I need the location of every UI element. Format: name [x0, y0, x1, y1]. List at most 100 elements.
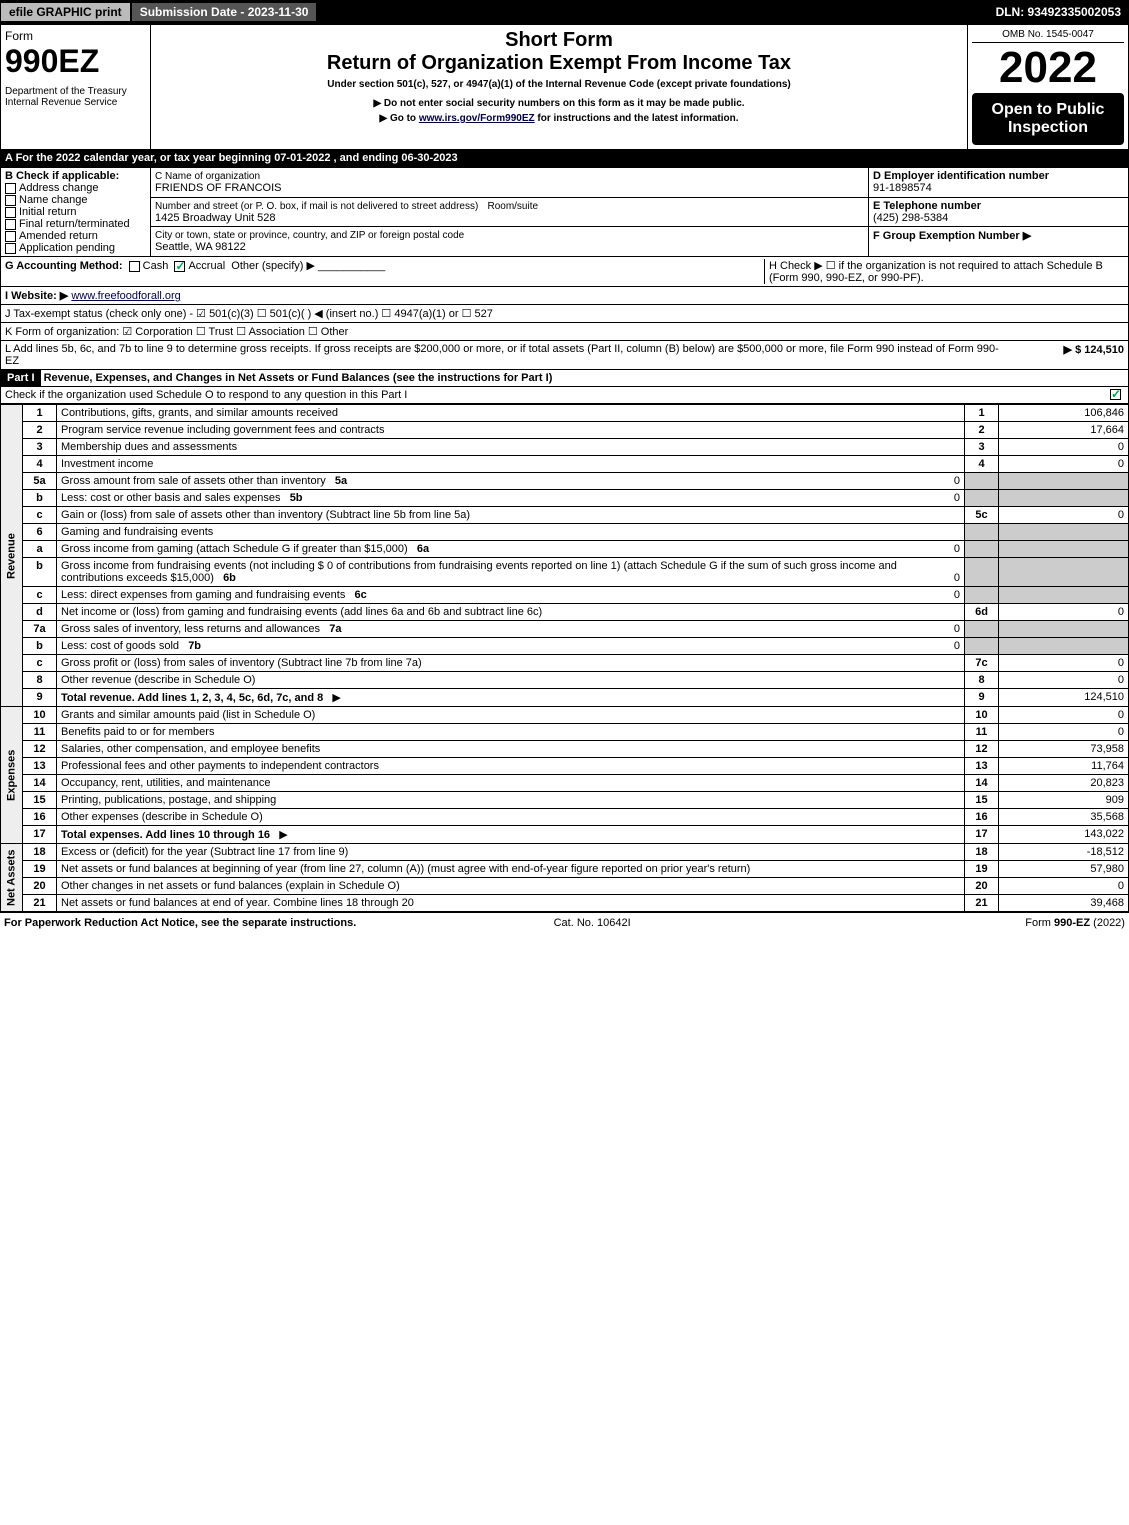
line-17: Total expenses. Add lines 10 through 16	[61, 829, 270, 841]
sub-5a: 0	[954, 475, 960, 487]
line-5a: Gross amount from sale of assets other t…	[61, 475, 326, 487]
amt-13: 11,764	[999, 758, 1129, 775]
amt-6d: 0	[999, 604, 1129, 621]
subtitle-1: Under section 501(c), 527, or 4947(a)(1)…	[155, 79, 963, 90]
opt-cash: Cash	[143, 260, 169, 272]
website-link[interactable]: www.freefoodforall.org	[71, 290, 180, 302]
addr-label: Number and street (or P. O. box, if mail…	[155, 201, 478, 212]
g-label: G Accounting Method:	[5, 260, 123, 272]
efile-print-button[interactable]: efile GRAPHIC print	[0, 2, 131, 22]
part1-label: Part I	[1, 370, 41, 386]
chk-accrual[interactable]	[174, 261, 185, 272]
line-21: Net assets or fund balances at end of ye…	[57, 895, 965, 912]
line-19: Net assets or fund balances at beginning…	[57, 861, 965, 878]
omb: OMB No. 1545-0047	[972, 29, 1124, 43]
subtitle-3: ▶ Go to ▶ Go to www.irs.gov/Form990EZ fo…	[155, 113, 963, 124]
footer-left: For Paperwork Reduction Act Notice, see …	[4, 917, 356, 929]
line-5b: Less: cost or other basis and sales expe…	[61, 492, 281, 504]
chk-pending[interactable]	[5, 243, 16, 254]
chk-address[interactable]	[5, 183, 16, 194]
line-5c: Gain or (loss) from sale of assets other…	[57, 507, 965, 524]
part1-header: Part I Revenue, Expenses, and Changes in…	[0, 370, 1129, 387]
line-a: A For the 2022 calendar year, or tax yea…	[0, 150, 1129, 167]
line-10: Grants and similar amounts paid (list in…	[57, 707, 965, 724]
sub-6b: 0	[954, 572, 960, 584]
street: 1425 Broadway Unit 528	[155, 212, 275, 224]
part1-check-row: Check if the organization used Schedule …	[0, 387, 1129, 404]
opt-pending: Application pending	[19, 242, 115, 254]
amt-9: 124,510	[999, 689, 1129, 707]
b-label: B Check if applicable:	[5, 170, 119, 182]
line-16: Other expenses (describe in Schedule O)	[57, 809, 965, 826]
f-label: F Group Exemption Number ▶	[873, 230, 1031, 242]
opt-final: Final return/terminated	[19, 218, 130, 230]
amt-1: 106,846	[999, 405, 1129, 422]
amt-8: 0	[999, 672, 1129, 689]
amt-2: 17,664	[999, 422, 1129, 439]
c-name-label: C Name of organization	[155, 171, 260, 182]
line-7c: Gross profit or (loss) from sales of inv…	[57, 655, 965, 672]
l-amount: ▶ $ 124,510	[1004, 343, 1124, 367]
line-6a: Gross income from gaming (attach Schedul…	[61, 543, 408, 555]
d-label: D Employer identification number	[873, 170, 1049, 182]
footer-cat: Cat. No. 10642I	[554, 917, 631, 929]
dln: DLN: 93492335002053	[996, 5, 1129, 19]
tax-year: 2022	[972, 43, 1124, 93]
room-label: Room/suite	[487, 201, 538, 212]
amt-12: 73,958	[999, 741, 1129, 758]
row-l: L Add lines 5b, 6c, and 7b to line 9 to …	[0, 341, 1129, 370]
ein: 91-1898574	[873, 182, 932, 194]
footer-right: Form 990-EZ (2022)	[1025, 917, 1125, 929]
amt-20: 0	[999, 878, 1129, 895]
opt-other: Other (specify) ▶	[231, 260, 315, 272]
line-6: Gaming and fundraising events	[57, 524, 965, 541]
line-3: Membership dues and assessments	[57, 439, 965, 456]
line-15: Printing, publications, postage, and shi…	[57, 792, 965, 809]
amt-18: -18,512	[999, 844, 1129, 861]
h-text: H Check ▶ ☐ if the organization is not r…	[764, 259, 1124, 284]
chk-name[interactable]	[5, 195, 16, 206]
amt-14: 20,823	[999, 775, 1129, 792]
line-12: Salaries, other compensation, and employ…	[57, 741, 965, 758]
form-number: 990EZ	[5, 43, 146, 80]
footer: For Paperwork Reduction Act Notice, see …	[0, 912, 1129, 933]
line-7a: Gross sales of inventory, less returns a…	[61, 623, 320, 635]
city: Seattle, WA 98122	[155, 241, 246, 253]
irs-link[interactable]: ▶ Go to www.irs.gov/Form990EZ for instru…	[419, 113, 535, 124]
opt-initial: Initial return	[19, 206, 76, 218]
sub-6c: 0	[954, 589, 960, 601]
dept-treasury: Department of the Treasury	[5, 86, 146, 97]
chk-part1-scho[interactable]	[1110, 389, 1121, 400]
opt-name: Name change	[19, 194, 88, 206]
line-7b: Less: cost of goods sold	[61, 640, 179, 652]
form-header: Form 990EZ Department of the Treasury In…	[0, 24, 1129, 150]
line-14: Occupancy, rent, utilities, and maintena…	[57, 775, 965, 792]
amt-16: 35,568	[999, 809, 1129, 826]
opt-amended: Amended return	[19, 230, 98, 242]
info-block: B Check if applicable: Address change Na…	[0, 167, 1129, 257]
line-6c: Less: direct expenses from gaming and fu…	[61, 589, 345, 601]
section-revenue: Revenue	[1, 405, 23, 707]
title-short-form: Short Form	[155, 29, 963, 52]
title-return: Return of Organization Exempt From Incom…	[155, 52, 963, 75]
section-netassets: Net Assets	[1, 844, 23, 912]
sub-5b: 0	[954, 492, 960, 504]
chk-amended[interactable]	[5, 231, 16, 242]
row-j: J Tax-exempt status (check only one) - ☑…	[0, 305, 1129, 323]
line-20: Other changes in net assets or fund bala…	[57, 878, 965, 895]
amt-7c: 0	[999, 655, 1129, 672]
amt-15: 909	[999, 792, 1129, 809]
i-label: I Website: ▶	[5, 290, 68, 302]
chk-final[interactable]	[5, 219, 16, 230]
section-expenses: Expenses	[1, 707, 23, 844]
e-label: E Telephone number	[873, 200, 981, 212]
chk-initial[interactable]	[5, 207, 16, 218]
part1-desc: Revenue, Expenses, and Changes in Net As…	[44, 372, 553, 384]
line-6b: Gross income from fundraising events (no…	[61, 560, 897, 584]
sub-7a: 0	[954, 623, 960, 635]
amt-3: 0	[999, 439, 1129, 456]
chk-cash[interactable]	[129, 261, 140, 272]
opt-accrual: Accrual	[188, 260, 225, 272]
line-13: Professional fees and other payments to …	[57, 758, 965, 775]
l-text: L Add lines 5b, 6c, and 7b to line 9 to …	[5, 343, 1004, 367]
